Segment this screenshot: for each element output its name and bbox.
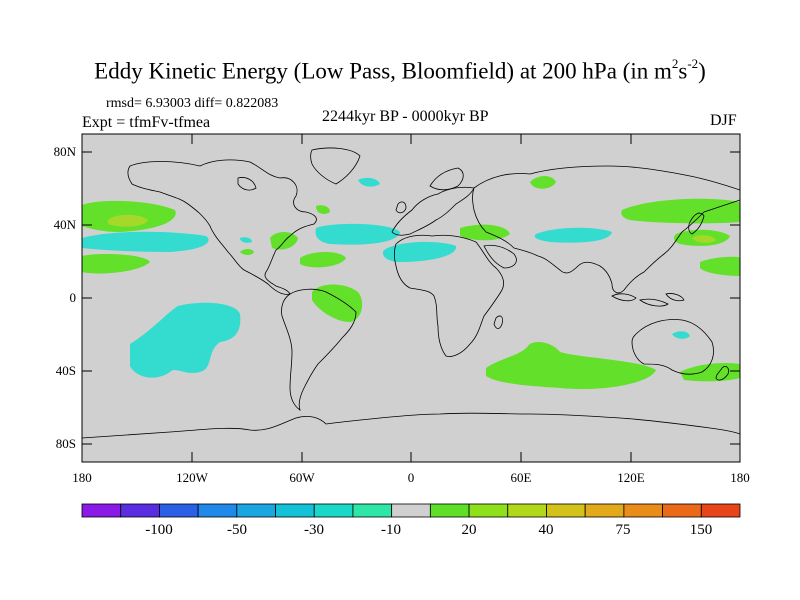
positive-region	[108, 214, 148, 227]
colorbar-label: -10	[381, 522, 401, 538]
positive-region	[692, 235, 716, 243]
colorbar-swatch	[391, 503, 431, 518]
positive-region	[270, 232, 298, 250]
stats-text: rmsd= 6.93003 diff= 0.822083	[106, 96, 279, 111]
coastline-japan	[688, 212, 705, 235]
positive-region	[82, 254, 150, 274]
lon-label-180e: 180	[730, 470, 750, 485]
positive-region	[680, 362, 740, 382]
colorbar-swatch	[236, 503, 276, 518]
positive-region	[486, 342, 656, 390]
colorbar-swatch	[662, 503, 702, 518]
colorbar-swatch	[120, 503, 160, 518]
positive-region	[312, 284, 363, 322]
negative-region	[130, 302, 241, 378]
colorbar-swatch	[313, 503, 354, 518]
lat-label-80s: 80S	[55, 436, 76, 451]
colorbar-swatch	[197, 503, 238, 518]
positive-region	[460, 224, 510, 241]
colorbar-label: 75	[615, 522, 631, 538]
coastline-australia	[631, 319, 714, 375]
plot-title: Eddy Kinetic Energy (Low Pass, Bloomfiel…	[94, 56, 706, 84]
coastline-europe	[391, 186, 475, 236]
negative-region	[382, 241, 457, 262]
colorbar-swatch	[700, 503, 741, 518]
positive-region	[700, 256, 740, 276]
lon-label-120e: 120E	[617, 470, 645, 485]
positive-region	[316, 205, 330, 214]
negative-region	[240, 237, 252, 243]
colorbar-swatch	[507, 503, 547, 518]
coastline-madagascar	[493, 315, 503, 329]
negative-region	[315, 223, 400, 245]
positive-region	[300, 252, 346, 268]
negative-region	[534, 227, 612, 243]
map-background	[82, 134, 740, 462]
colorbar-swatch	[429, 503, 470, 518]
lat-label-0: 0	[69, 290, 77, 305]
colorbar-swatch	[623, 503, 663, 518]
lat-label-40s: 40S	[55, 363, 76, 378]
colorbar-label: -30	[304, 522, 324, 538]
negative-region	[672, 331, 690, 339]
colorbar-swatch	[275, 503, 315, 518]
period-label: 2244kyr BP - 0000kyr BP	[322, 108, 489, 125]
colorbar-label: -50	[227, 522, 247, 538]
positive-region	[240, 249, 254, 255]
lon-label-60e: 60E	[510, 470, 532, 485]
negative-region	[358, 177, 380, 187]
coastline-north-america	[127, 159, 317, 295]
negative-region	[82, 231, 209, 252]
colorbar-label: -100	[145, 522, 173, 538]
colorbar-swatch	[159, 503, 199, 518]
season-label: DJF	[710, 112, 737, 129]
coastline-antarctica	[82, 412, 740, 439]
coastline-asia	[472, 165, 740, 294]
coastline-greenland	[310, 147, 361, 185]
coastline-scandinavia	[429, 167, 464, 191]
colorbar-label: 20	[461, 522, 477, 538]
colorbar-label: 150	[689, 522, 713, 538]
coastline-hudson-bay	[237, 177, 257, 191]
colorbar-label: 40	[538, 522, 554, 538]
colorbar-swatch	[81, 503, 122, 518]
lon-label-120w: 120W	[176, 470, 208, 485]
coastline-africa	[394, 234, 504, 357]
colorbar-swatch	[546, 503, 586, 518]
lon-label-180w: 180	[72, 470, 92, 485]
coastlines	[82, 147, 740, 439]
coastline-new-zealand	[715, 366, 729, 381]
lat-label-40n: 40N	[53, 217, 76, 232]
lat-label-80n: 80N	[53, 144, 76, 159]
colorbar-swatch	[352, 503, 393, 518]
coastline-indonesia	[611, 293, 685, 307]
coastline-uk	[395, 201, 407, 214]
lon-label-60w: 60W	[289, 470, 315, 485]
colorbar-swatch	[584, 503, 625, 518]
lon-label-0: 0	[407, 470, 415, 485]
positive-region	[530, 176, 556, 189]
colorbar	[81, 503, 741, 518]
anomaly-fields	[82, 176, 740, 390]
coastline-south-america	[281, 288, 357, 411]
coastline-arabia	[483, 244, 517, 269]
axis-ticks	[82, 134, 740, 462]
experiment-label: Expt = tfmFv-tfmea	[82, 114, 211, 131]
colorbar-swatch	[468, 503, 509, 518]
positive-region	[621, 198, 740, 224]
